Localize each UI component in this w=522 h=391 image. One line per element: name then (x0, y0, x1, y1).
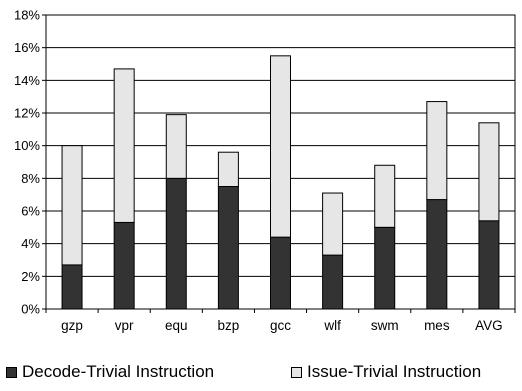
bar-segment-issue-gzp (61, 145, 83, 266)
y-tick-label: 12% (14, 106, 40, 121)
x-tick-label: swm (371, 318, 399, 333)
y-tick-label: 10% (14, 138, 40, 153)
legend-item-issue: Issue-Trivial Instruction (291, 362, 481, 382)
x-tick-label: gcc (270, 318, 291, 333)
x-tick-label: wlf (323, 318, 341, 333)
bar-segment-issue-wlf (322, 192, 344, 256)
bar-segment-decode-vpr (113, 221, 135, 310)
bar-segment-issue-bzp (217, 151, 239, 187)
bar-segment-issue-mes (426, 101, 448, 201)
x-tick-label: vpr (115, 318, 134, 333)
y-tick-label: 2% (21, 269, 40, 284)
bar-segment-issue-avg (478, 122, 500, 222)
y-axis-ticks: 0% 2% 4% 6% 8% 10% 12% 14% 16% 18% (14, 8, 46, 317)
x-tick-label: gzp (61, 318, 83, 333)
bar-segment-issue-swm (374, 164, 396, 228)
bar-segment-decode-wlf (322, 254, 344, 310)
bars (61, 55, 500, 310)
bar-segment-decode-gcc (270, 236, 291, 310)
legend-item-decode: Decode-Trivial Instruction (6, 362, 214, 382)
y-tick-label: 0% (21, 302, 40, 317)
legend-label-decode: Decode-Trivial Instruction (22, 362, 215, 381)
plot-frame (45, 14, 516, 310)
bar-segment-issue-equ (165, 114, 187, 179)
y-tick-label: 8% (21, 171, 40, 186)
legend-label-issue: Issue-Trivial Instruction (307, 362, 482, 381)
stacked-bar-chart: 0% 2% 4% 6% 8% 10% 12% 14% 16% 18% gzp vpr equ bzp gc… (14, 8, 516, 333)
bar-segment-decode-swm (374, 226, 396, 310)
y-tick-label: 4% (21, 236, 40, 251)
y-tick-label: 16% (14, 40, 40, 55)
bar-segment-decode-gzp (61, 264, 83, 310)
bar-segment-decode-avg (478, 220, 500, 310)
x-tick-label: equ (165, 318, 188, 333)
bar-segment-decode-bzp (217, 186, 239, 310)
bar-segment-issue-vpr (113, 68, 135, 223)
x-tick-label: mes (424, 318, 450, 333)
bar-segment-decode-equ (165, 177, 187, 310)
x-tick-label: AVG (475, 318, 503, 333)
x-axis-labels: gzp vpr equ bzp gcc wlf swm mes AVG (45, 309, 516, 333)
legend-swatch-decode (6, 366, 17, 378)
y-tick-label: 6% (21, 204, 40, 219)
y-tick-label: 18% (14, 8, 40, 23)
legend-swatch-issue (291, 366, 302, 378)
y-tick-label: 14% (14, 73, 40, 88)
x-tick-label: bzp (217, 318, 239, 333)
legend: Decode-Trivial Instruction Issue-Trivial… (0, 362, 522, 388)
bar-segment-issue-gcc (270, 55, 291, 238)
bar-segment-decode-mes (426, 199, 448, 310)
